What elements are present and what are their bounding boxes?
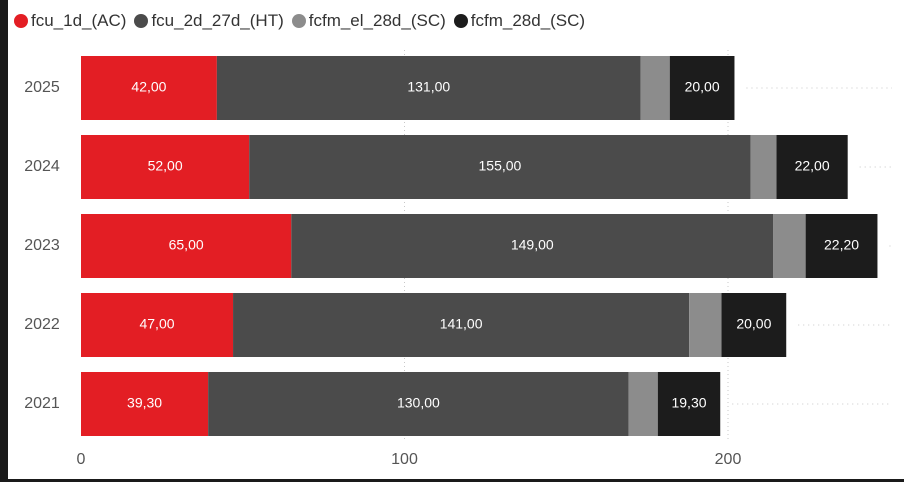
bar-segment[interactable] [208,372,629,436]
data-label: 52,00 [148,158,183,174]
legend-label: fcfm_el_28d_(SC) [308,11,446,30]
bar-segment[interactable] [81,372,209,436]
x-tick-label: 100 [391,451,418,468]
x-tick-label: 200 [715,451,742,468]
bar-segment[interactable] [805,214,878,278]
bar-segment[interactable] [669,56,735,120]
bar-segment[interactable] [233,293,690,357]
bar-segment[interactable] [657,372,721,436]
legend-label: fcu_2d_27d_(HT) [151,11,284,30]
category-label: 2021 [24,395,60,412]
data-label: 131,00 [407,79,450,95]
data-label: 155,00 [479,158,522,174]
bar-segment[interactable] [249,135,751,199]
data-label: 20,00 [685,79,720,95]
legend-label: fcfm_28d_(SC) [470,11,586,30]
category-label: 2024 [24,158,60,175]
x-tick-label: 0 [77,451,86,468]
bar-segment[interactable] [81,214,292,278]
legend-marker [453,14,468,28]
legend-item[interactable]: fcfm_el_28d_(SC) [291,11,446,31]
data-label: 22,20 [824,237,859,253]
chart-legend: fcu_1d_(AC) fcu_2d_27d_(HT) fcfm_el_28d_(S… [14,8,585,34]
data-label: 42,00 [131,79,166,95]
data-label: 149,00 [511,237,554,253]
data-label: 19,30 [671,395,706,411]
data-label: 130,00 [397,395,440,411]
legend-marker [134,14,149,28]
data-label: 39,30 [127,395,162,411]
bar-segment[interactable] [81,135,250,199]
data-label: 65,00 [169,237,204,253]
legend-item[interactable]: fcu_1d_(AC) [14,11,126,31]
legend-marker [14,14,28,28]
data-label: 141,00 [440,316,483,332]
bar-segment[interactable] [81,56,217,120]
bar-segment[interactable] [628,372,658,436]
bar-segment[interactable] [721,293,787,357]
bar-segment[interactable] [689,293,722,357]
legend-item[interactable]: fcu_2d_27d_(HT) [134,11,284,31]
bar-segment[interactable] [291,214,774,278]
category-label: 2025 [24,79,60,96]
legend-item[interactable]: fcfm_28d_(SC) [453,11,586,31]
data-label: 20,00 [736,316,771,332]
data-label: 47,00 [139,316,174,332]
bar-segment[interactable] [773,214,806,278]
category-label: 2022 [24,316,60,333]
bar-segment[interactable] [750,135,777,199]
bar-segment[interactable] [640,56,670,120]
data-label: 22,00 [795,158,830,174]
bar-segment[interactable] [81,293,234,357]
legend-marker [291,14,306,28]
legend-label: fcu_1d_(AC) [31,11,127,30]
category-label: 2023 [24,237,60,254]
bar-segment[interactable] [216,56,641,120]
bar-segment[interactable] [776,135,848,199]
